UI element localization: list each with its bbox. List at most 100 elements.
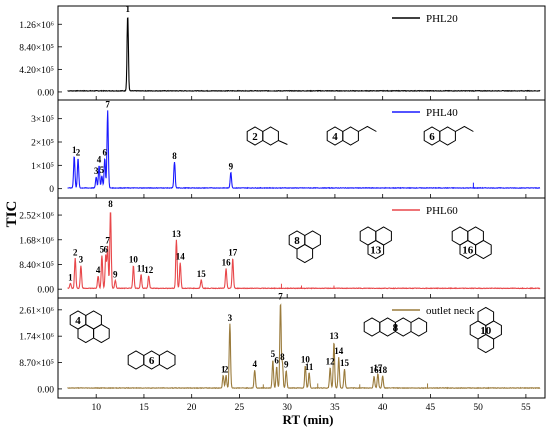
structure-8 xyxy=(288,230,321,264)
structure-6-anthracene xyxy=(127,350,176,370)
y-tick-label: 1.26×10⁶ xyxy=(19,21,54,31)
x-tick-label: 45 xyxy=(426,403,436,413)
structure-number: 10 xyxy=(480,325,492,337)
y-tick-label: 2.52×10⁶ xyxy=(19,212,54,222)
x-tick-label: 55 xyxy=(521,403,531,413)
y-tick-label: 8.40×10⁵ xyxy=(19,43,54,53)
series-line xyxy=(67,110,541,190)
structure-8-tetracene xyxy=(363,317,428,337)
structure-number: 4 xyxy=(332,131,338,143)
peak-label: 14 xyxy=(334,346,344,356)
peak-label: 1 xyxy=(221,364,226,374)
panel-3: 0.008.70×10⁵1.74×10⁶2.61×10⁶123456789101… xyxy=(19,292,546,399)
panel-0: 0.00 4.20×10⁵ 8.40×10⁵ 1.26×10⁶ 1 PHL20 xyxy=(19,4,546,101)
y-tick-label: 8.40×10⁵ xyxy=(19,261,54,271)
legend-label: PHL20 xyxy=(426,13,458,25)
y-tick-label: 0.00 xyxy=(37,385,54,395)
panel-frame xyxy=(57,297,546,399)
peak-label: 7 xyxy=(105,100,110,110)
peak-label: 8 xyxy=(280,352,285,362)
peak-label: 15 xyxy=(197,269,207,279)
series-line xyxy=(67,212,541,290)
x-tick-label: 25 xyxy=(235,403,245,413)
peak-label: 6 xyxy=(103,147,108,157)
panel-frame xyxy=(57,99,546,199)
x-tick-label: 15 xyxy=(139,403,149,413)
peak-label: 15 xyxy=(340,358,350,368)
peak-label: 1 xyxy=(72,145,77,155)
structure-4-pyrene xyxy=(69,310,110,344)
peak-label: 3 xyxy=(79,255,84,265)
structure-number: 6 xyxy=(429,131,435,143)
peak-label: 4 xyxy=(97,154,102,164)
y-tick-label: 8.70×10⁵ xyxy=(19,359,54,369)
x-tick-label: 30 xyxy=(282,403,292,413)
y-tick-label: 2×10⁵ xyxy=(31,139,54,149)
peak-label: 5 xyxy=(100,244,105,254)
peak-label: 7 xyxy=(105,236,110,246)
peak-label: 2 xyxy=(224,364,229,374)
peak-label: 5 xyxy=(271,349,276,359)
peak-label: 9 xyxy=(229,161,234,171)
structure-16 xyxy=(451,226,492,260)
peak-label: 9 xyxy=(284,360,289,370)
x-tick-label: 35 xyxy=(330,403,340,413)
peak-label: 16 xyxy=(222,258,232,268)
structure-2-naphthalene xyxy=(246,126,279,146)
peak-label: 9 xyxy=(113,269,118,279)
structure-number: 8 xyxy=(393,322,399,334)
peak-label: 12 xyxy=(144,265,154,275)
y-tick-label: 2.61×10⁶ xyxy=(19,306,54,316)
y-tick-label: 1.68×10⁶ xyxy=(19,236,54,246)
peak-label: 1 xyxy=(68,272,73,282)
peak-label: 16 xyxy=(370,365,380,375)
structure-13 xyxy=(359,226,392,260)
y-tick-label: 4.20×10⁵ xyxy=(19,66,54,76)
series-line xyxy=(67,17,541,92)
structure-number: 8 xyxy=(294,235,300,247)
x-tick-label: 40 xyxy=(378,403,388,413)
y-tick-label: 0.00 xyxy=(37,286,54,296)
peak-label: 17 xyxy=(373,363,383,373)
peak-label: 7 xyxy=(278,292,283,302)
peak-label: 8 xyxy=(172,151,177,161)
y-tick-label: 1.74×10⁶ xyxy=(19,333,54,343)
structure-10 xyxy=(469,306,502,354)
y-axis-label: TIC xyxy=(4,201,20,228)
series-line xyxy=(67,303,541,390)
structure-number: 6 xyxy=(149,355,155,367)
peak-label: 2 xyxy=(73,247,78,257)
structure-number: 2 xyxy=(252,131,258,143)
peak-label: 3 xyxy=(228,313,233,323)
peak-label: 13 xyxy=(172,229,182,239)
structure-number: 13 xyxy=(370,245,382,257)
peak-label: 6 xyxy=(103,244,108,254)
peak-label: 12 xyxy=(326,357,336,367)
peak-label: 3 xyxy=(94,166,99,176)
x-axis-label: RT (min) xyxy=(283,412,334,427)
structure-number: 4 xyxy=(75,315,81,327)
x-tick-label: 50 xyxy=(473,403,483,413)
peak-label: 14 xyxy=(176,252,186,262)
y-tick-label: 0 xyxy=(49,185,54,195)
peak-label: 10 xyxy=(301,355,311,365)
peak-label: 10 xyxy=(129,255,139,265)
legend-label: outlet neck xyxy=(426,305,475,317)
x-tick-label: 20 xyxy=(187,403,197,413)
structure-number: 16 xyxy=(462,245,474,257)
peak-label: 4 xyxy=(96,265,101,275)
peak-label: 18 xyxy=(378,365,388,375)
y-tick-label: 0.00 xyxy=(37,88,54,98)
legend-label: PHL40 xyxy=(426,107,458,119)
peak-label: 2 xyxy=(76,147,81,157)
legend-label: PHL60 xyxy=(426,205,458,217)
peak-label: 1 xyxy=(125,4,130,14)
peak-label: 13 xyxy=(329,331,339,341)
x-tick-label: 10 xyxy=(91,403,101,413)
peak-label: 8 xyxy=(108,199,113,209)
peak-label: 11 xyxy=(305,362,314,372)
